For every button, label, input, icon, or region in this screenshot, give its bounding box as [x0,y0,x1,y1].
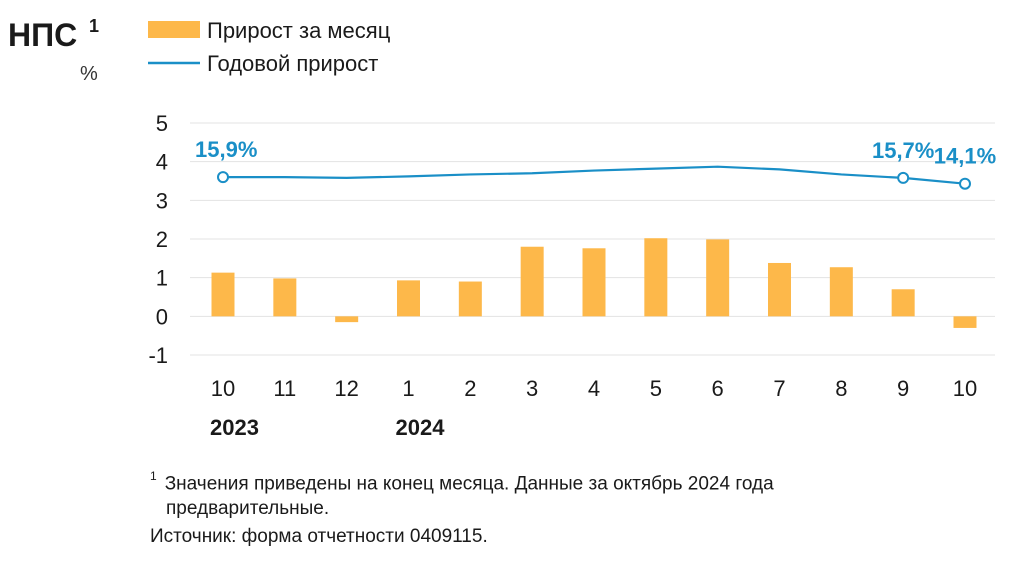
bar [953,316,977,328]
legend-bar-label: Прирост за месяц [207,18,391,43]
line-marker [897,171,910,184]
bar [273,278,297,317]
x-tick-label: 11 [273,376,296,401]
chart-svg: НПС 1 % Прирост за месяц Годовой прирост… [8,16,996,440]
line-annotations: 15,9% 15,7% 14,1% [195,137,996,190]
footnote-marker: 1 [150,469,157,483]
bar [211,272,235,317]
footnote-line-1: Значения приведены на конец месяца. Данн… [164,473,774,495]
y-tick-labels: 5 4 3 2 1 0 -1 [148,111,168,368]
line-marker [217,171,229,184]
x-tick-label: 3 [526,376,538,401]
x-tick-label: 10 [211,376,235,401]
bar [644,238,668,317]
bar [458,281,482,317]
year-labels: 2023 2024 [210,415,445,440]
x-tick-label: 7 [773,376,785,401]
y-tick-label: 0 [156,304,168,329]
chart-title: НПС [8,17,77,53]
bar [335,316,359,323]
source-note: Источник: форма отчетности 0409115. [150,526,488,547]
x-tick-label: 12 [334,376,358,401]
data-label: 14,1% [934,144,996,169]
bar [582,248,606,317]
x-tick-label: 5 [650,376,662,401]
line-series [223,165,966,185]
x-tick-label: 1 [402,376,414,401]
bar [706,239,730,317]
bar [829,267,853,317]
x-tick-label: 6 [712,376,724,401]
y-tick-label: 4 [156,150,168,175]
footnote-line-2: предварительные. [166,498,330,520]
y-tick-label: -1 [148,343,168,368]
title-footnote-marker: 1 [89,16,99,36]
y-tick-label: 5 [156,111,168,136]
footnote: 1 Значения приведены на конец месяца. Дан… [150,466,950,521]
x-tick-label: 2 [464,376,476,401]
x-tick-label: 9 [897,376,909,401]
annual-growth-line [223,165,966,185]
data-label: 15,7% [872,138,934,163]
bar [768,262,791,317]
line-marker [959,177,971,190]
x-tick-label: 4 [588,376,600,401]
y-tick-label: 3 [156,188,168,213]
bar [520,246,544,317]
legend-line-label: Годовой прирост [207,51,378,76]
bar [891,289,915,317]
x-tick-label: 10 [953,376,977,401]
legend-bar-swatch [148,21,200,38]
year-label: 2024 [396,415,446,440]
data-label: 15,9% [195,137,257,162]
bar [397,280,420,317]
x-tick-labels: 10 11 12 1 2 3 4 5 6 7 8 9 10 [211,376,977,401]
year-label: 2023 [210,415,259,440]
unit-label: % [80,63,98,85]
y-tick-label: 2 [156,227,168,252]
bar-series [211,238,977,328]
y-tick-label: 1 [156,266,168,291]
x-tick-label: 8 [835,376,847,401]
